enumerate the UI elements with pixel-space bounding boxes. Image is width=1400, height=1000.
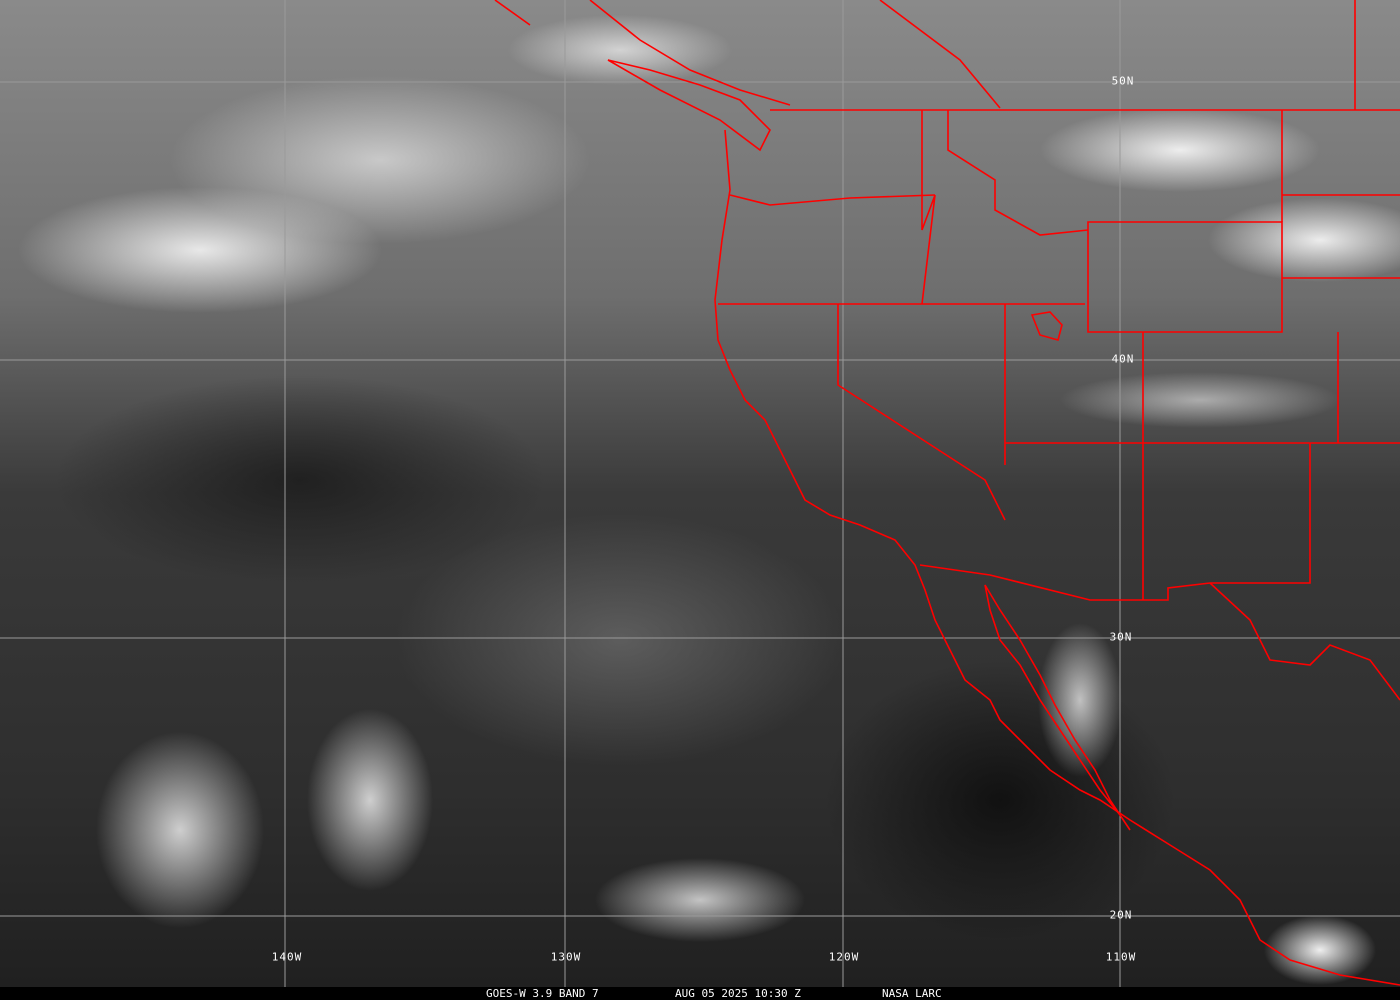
- us-west-coastline: [714, 129, 1400, 986]
- lon-label-110w: 110W: [1105, 950, 1137, 964]
- lat-label-40n: 40N: [1111, 352, 1135, 366]
- lat-label-30n: 30N: [1109, 630, 1133, 644]
- nevada-california-border: [837, 304, 1006, 521]
- image-caption-bar: GOES-W 3.9 BAND 7 AUG 05 2025 10:30 Z NASA…: [0, 987, 1400, 1000]
- lat-label-20n: 20N: [1109, 908, 1133, 922]
- lat-label-50n: 50N: [1111, 74, 1135, 88]
- political-boundaries: [494, 0, 1400, 986]
- caption-credit: NASA LARC: [882, 987, 942, 1000]
- caption-datetime: AUG 05 2025 10:30 Z: [675, 987, 801, 1000]
- vancouver-island: [607, 59, 771, 152]
- lon-label-140w: 140W: [271, 950, 303, 964]
- mexico-mainland-coast: [1209, 582, 1400, 701]
- montana-dakota-border: [1281, 110, 1400, 279]
- lon-label-120w: 120W: [828, 950, 860, 964]
- baja-california-coast: [984, 584, 1131, 831]
- lon-label-130w: 130W: [550, 950, 582, 964]
- washington-oregon-border: [729, 194, 936, 206]
- great-salt-lake: [1030, 311, 1063, 341]
- canada-coast: [494, 0, 1356, 110]
- new-mexico-border: [919, 443, 1311, 601]
- wyoming-border: [1087, 221, 1283, 333]
- colorado-utah-border: [1005, 332, 1400, 600]
- caption-satellite-band: GOES-W 3.9 BAND 7: [486, 987, 599, 1000]
- idaho-border: [921, 110, 1089, 305]
